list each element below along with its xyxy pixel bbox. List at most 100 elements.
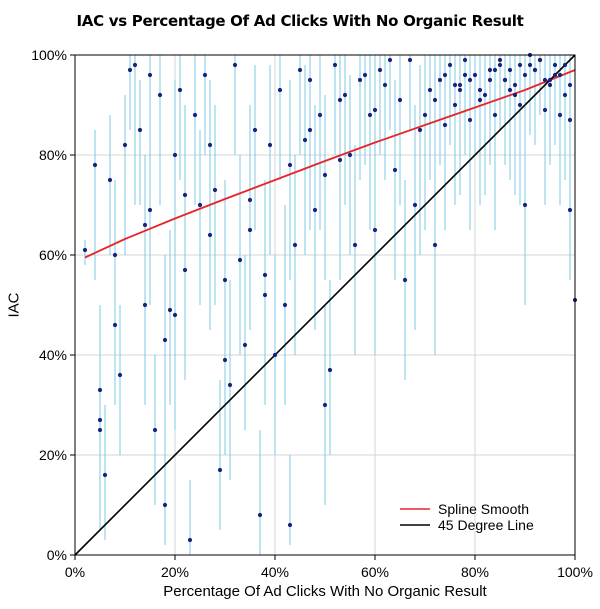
data-point bbox=[222, 357, 228, 363]
data-point bbox=[147, 207, 153, 213]
data-point bbox=[357, 77, 363, 83]
data-point bbox=[92, 162, 98, 168]
data-point bbox=[397, 97, 403, 103]
data-point bbox=[337, 157, 343, 163]
data-point bbox=[452, 102, 458, 108]
data-point bbox=[217, 467, 223, 473]
x-axis-label: Percentage Of Ad Clicks With No Organic … bbox=[163, 583, 487, 600]
data-point bbox=[227, 382, 233, 388]
legend-label-diagonal: 45 Degree Line bbox=[438, 517, 534, 533]
y-tick-label: 60% bbox=[39, 247, 67, 263]
data-point bbox=[182, 267, 188, 273]
data-point bbox=[262, 292, 268, 298]
plot-frame bbox=[74, 54, 576, 556]
data-point bbox=[492, 67, 498, 73]
data-point bbox=[567, 82, 573, 88]
data-point bbox=[537, 57, 543, 63]
data-point bbox=[482, 92, 488, 98]
data-point bbox=[157, 92, 163, 98]
data-point bbox=[242, 342, 248, 348]
data-point bbox=[542, 77, 548, 83]
data-point bbox=[567, 207, 573, 213]
data-point bbox=[477, 97, 483, 103]
data-point bbox=[567, 117, 573, 123]
data-point bbox=[467, 117, 473, 123]
data-point bbox=[292, 242, 298, 248]
data-point bbox=[142, 302, 148, 308]
data-point bbox=[207, 142, 213, 148]
data-point bbox=[402, 277, 408, 283]
x-tick-label: 80% bbox=[461, 564, 489, 580]
y-tick-label: 40% bbox=[39, 347, 67, 363]
data-point bbox=[207, 232, 213, 238]
y-tick-label: 80% bbox=[39, 147, 67, 163]
data-point bbox=[302, 137, 308, 143]
data-point bbox=[502, 77, 508, 83]
data-point bbox=[512, 82, 518, 88]
data-point bbox=[187, 537, 193, 543]
data-point bbox=[427, 87, 433, 93]
data-point bbox=[147, 72, 153, 78]
data-point bbox=[547, 82, 553, 88]
data-point bbox=[562, 62, 568, 68]
data-point bbox=[137, 127, 143, 133]
data-point bbox=[287, 522, 293, 528]
data-point bbox=[367, 112, 373, 118]
axes: 0% 20% 40% 60% 80% 100% 0% 20% 40% 60% 80% 100% bbox=[31, 47, 593, 580]
data-point bbox=[562, 92, 568, 98]
data-point bbox=[172, 312, 178, 318]
data-point bbox=[552, 72, 558, 78]
data-point bbox=[432, 97, 438, 103]
data-point bbox=[517, 102, 523, 108]
data-point bbox=[282, 302, 288, 308]
data-point bbox=[512, 92, 518, 98]
data-point bbox=[462, 57, 468, 63]
data-point bbox=[142, 222, 148, 228]
data-point bbox=[372, 227, 378, 233]
data-point bbox=[297, 67, 303, 73]
data-point bbox=[522, 202, 528, 208]
data-point bbox=[97, 427, 103, 433]
data-point bbox=[362, 72, 368, 78]
data-point bbox=[387, 57, 393, 63]
data-point bbox=[202, 72, 208, 78]
data-point bbox=[487, 67, 493, 73]
legend-label-spline: Spline Smooth bbox=[438, 501, 529, 517]
data-point bbox=[127, 67, 133, 73]
data-point bbox=[237, 257, 243, 263]
data-point bbox=[182, 192, 188, 198]
data-point bbox=[437, 77, 443, 83]
data-point bbox=[117, 372, 123, 378]
data-point bbox=[247, 197, 253, 203]
data-point bbox=[262, 272, 268, 278]
data-point bbox=[422, 112, 428, 118]
data-point bbox=[542, 107, 548, 113]
data-point bbox=[432, 242, 438, 248]
data-point bbox=[122, 142, 128, 148]
data-point bbox=[312, 207, 318, 213]
data-point bbox=[407, 57, 413, 63]
y-axis-label: IAC bbox=[5, 292, 23, 318]
data-point bbox=[107, 177, 113, 183]
data-point bbox=[132, 62, 138, 68]
data-point bbox=[352, 242, 358, 248]
data-point bbox=[372, 107, 378, 113]
data-point bbox=[492, 112, 498, 118]
data-point bbox=[197, 202, 203, 208]
error-bars bbox=[84, 55, 576, 555]
data-point bbox=[277, 87, 283, 93]
data-point bbox=[97, 417, 103, 423]
x-tick-label: 100% bbox=[557, 564, 593, 580]
data-point bbox=[557, 112, 563, 118]
data-point bbox=[307, 127, 313, 133]
x-tick-label: 60% bbox=[361, 564, 389, 580]
spline-smooth-line bbox=[84, 69, 576, 259]
y-tick-label: 20% bbox=[39, 447, 67, 463]
data-point bbox=[487, 77, 493, 83]
data-point bbox=[112, 252, 118, 258]
data-point bbox=[347, 152, 353, 158]
data-point bbox=[477, 87, 483, 93]
data-point bbox=[247, 227, 253, 233]
data-point bbox=[497, 57, 503, 63]
